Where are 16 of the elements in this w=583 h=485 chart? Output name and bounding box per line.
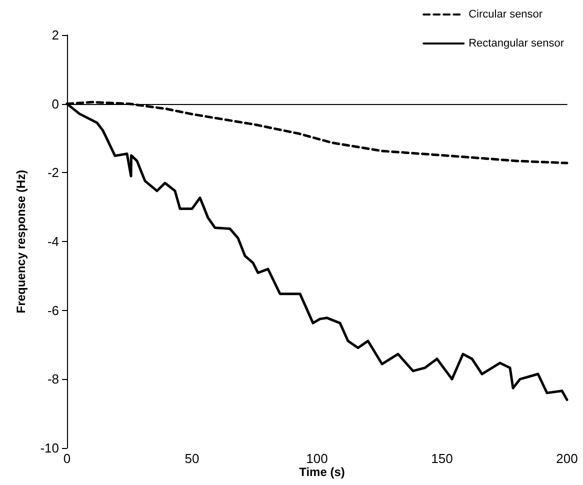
- y-tick-label: 2: [52, 28, 59, 42]
- y-axis-title: Frequency response (Hz): [14, 170, 28, 314]
- y-tick-label: -8: [47, 372, 59, 387]
- x-tick-label: 0: [63, 451, 71, 466]
- y-tick-label: -2: [47, 165, 59, 180]
- x-tick-label: 100: [306, 451, 328, 466]
- legend-label: Circular sensor: [468, 8, 543, 20]
- y-tick-label: 0: [52, 96, 59, 112]
- y-tick-label: -4: [47, 234, 59, 249]
- legend-label: Rectangular sensor: [468, 38, 564, 50]
- y-tick-label: -10: [40, 440, 59, 456]
- x-axis-title: Time (s): [299, 465, 345, 479]
- x-tick-label: 50: [184, 451, 200, 466]
- y-tick-label: -6: [47, 302, 59, 318]
- x-tick-label: 200: [556, 451, 578, 466]
- x-tick-label: 150: [431, 451, 453, 466]
